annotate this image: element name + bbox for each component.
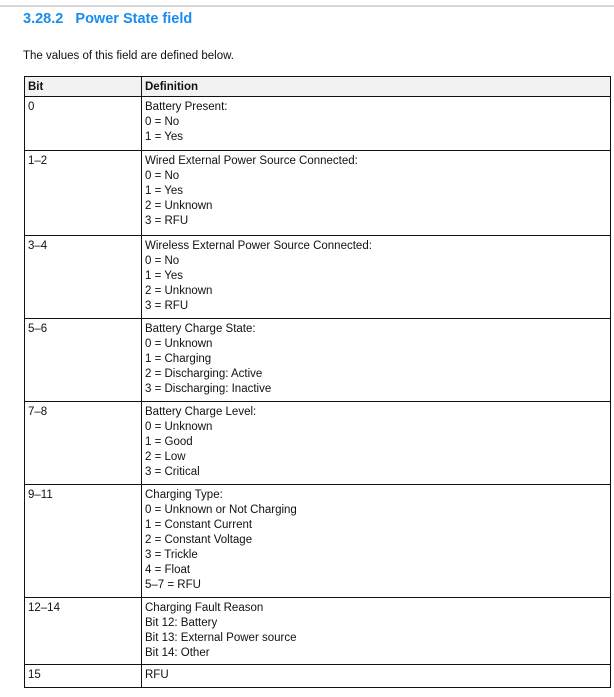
bit-cell: 15 — [24, 664, 142, 688]
definition-line: 0 = Unknown or Not Charging — [145, 504, 297, 516]
definition-cell: Battery Charge State: 0 = Unknown 1 = Char… — [141, 318, 611, 402]
bit-cell: 7–8 — [24, 401, 142, 485]
definition-line: 1 = Yes — [145, 185, 184, 197]
definition-line: 3 = RFU — [145, 215, 189, 227]
table-row: 9–11 Charging Type: 0 = Unknown or Not Cha… — [24, 484, 611, 598]
power-state-table: Bit Definition 0 Battery Present: 0 = No 1 … — [24, 76, 611, 688]
table-row: 12–14 Charging Fault Reason Bit 12: Batter… — [24, 597, 611, 665]
definition-line: Battery Charge State: — [145, 323, 256, 335]
bit-cell: 3–4 — [24, 235, 142, 319]
definition-line: Bit 13: External Power source — [145, 632, 297, 644]
table-row: 0 Battery Present: 0 = No 1 = Yes — [24, 96, 611, 151]
definition-line: Bit 14: Other — [145, 647, 210, 659]
definition-cell: RFU — [141, 664, 611, 688]
definition-cell: Battery Present: 0 = No 1 = Yes — [141, 96, 611, 151]
page-divider — [0, 5, 614, 7]
definition-line: 0 = No — [145, 255, 180, 267]
definition-line: 2 = Low — [145, 451, 186, 463]
definition-cell: Battery Charge Level: 0 = Unknown 1 = Good… — [141, 401, 611, 485]
table-row: 1–2 Wired External Power Source Connected… — [24, 150, 611, 236]
definition-line: 2 = Unknown — [145, 285, 213, 297]
header-bit: Bit — [24, 76, 142, 97]
definition-line: 3 = Trickle — [145, 549, 198, 561]
bit-cell: 12–14 — [24, 597, 142, 665]
definition-line: Charging Fault Reason — [145, 602, 264, 614]
table-row: 5–6 Battery Charge State: 0 = Unknown 1 = C… — [24, 318, 611, 402]
definition-line: 3 = Discharging: Inactive — [145, 383, 272, 395]
definition-line: 1 = Charging — [145, 353, 212, 365]
definition-line: 5–7 = RFU — [145, 579, 201, 591]
definition-line: 1 = Good — [145, 436, 193, 448]
definition-line: 2 = Unknown — [145, 200, 213, 212]
definition-line: 0 = Unknown — [145, 421, 213, 433]
definition-line: 3 = Critical — [145, 466, 200, 478]
definition-line: 1 = Constant Current — [145, 519, 253, 531]
table-row: 3–4 Wireless External Power Source Connec… — [24, 235, 611, 319]
header-definition: Definition — [141, 76, 611, 97]
table-row: 15 RFU — [24, 664, 611, 688]
bit-cell: 1–2 — [24, 150, 142, 236]
bit-cell: 0 — [24, 96, 142, 151]
definition-line: 0 = Unknown — [145, 338, 213, 350]
definition-cell: Charging Fault Reason Bit 12: Battery Bit … — [141, 597, 611, 665]
section-heading: 3.28.2 Power State field — [23, 11, 193, 27]
definition-line: 4 = Float — [145, 564, 191, 576]
definition-line: Charging Type: — [145, 489, 223, 501]
definition-line: RFU — [145, 669, 169, 681]
definition-line: Bit 12: Battery — [145, 617, 218, 629]
bit-cell: 5–6 — [24, 318, 142, 402]
definition-line: 1 = Yes — [145, 131, 184, 143]
table-header-row: Bit Definition — [24, 76, 611, 97]
definition-cell: Charging Type: 0 = Unknown or Not Chargin… — [141, 484, 611, 598]
definition-line: 2 = Discharging: Active — [145, 368, 263, 380]
table-row: 7–8 Battery Charge Level: 0 = Unknown 1 = G… — [24, 401, 611, 485]
definition-line: 1 = Yes — [145, 270, 184, 282]
definition-line: Battery Charge Level: — [145, 406, 257, 418]
definition-cell: Wired External Power Source Connected: 0 … — [141, 150, 611, 236]
bit-cell: 9–11 — [24, 484, 142, 598]
definition-line: Wireless External Power Source Connected… — [145, 240, 372, 252]
definition-line: Battery Present: — [145, 101, 228, 113]
intro-text: The values of this field are defined bel… — [23, 50, 234, 62]
definition-line: Wired External Power Source Connected: — [145, 155, 358, 167]
definition-cell: Wireless External Power Source Connected… — [141, 235, 611, 319]
definition-line: 3 = RFU — [145, 300, 189, 312]
definition-line: 0 = No — [145, 170, 180, 182]
definition-line: 2 = Constant Voltage — [145, 534, 253, 546]
definition-line: 0 = No — [145, 116, 180, 128]
